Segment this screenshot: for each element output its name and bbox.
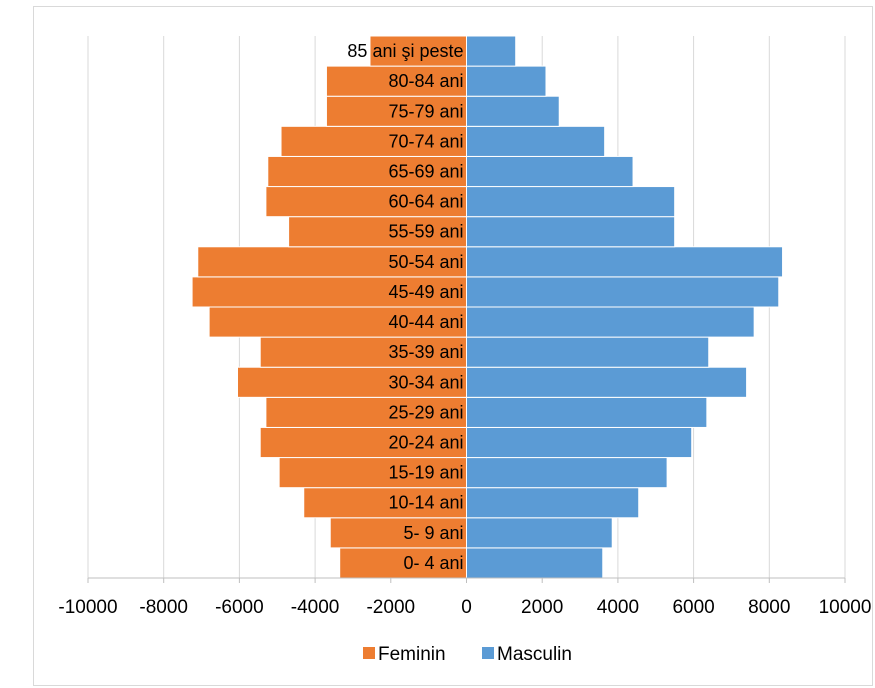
bar-masculin-13 [466, 155, 634, 188]
category-label: 65-69 ani [388, 162, 463, 182]
bar-masculin-2 [466, 487, 640, 519]
bar-masculin-15 [466, 95, 560, 127]
x-tick-label: 2000 [521, 597, 563, 618]
category-label: 75-79 ani [388, 101, 463, 121]
x-tick-label: -6000 [215, 597, 264, 618]
legend-swatch-masculin [482, 647, 494, 659]
x-tick-label: 4000 [597, 597, 639, 618]
bar-feminin-3 [278, 457, 467, 489]
bar-feminin-11 [288, 216, 468, 248]
category-label: 45-49 ani [388, 282, 463, 302]
category-label: 55-59 ani [388, 222, 463, 242]
bar-feminin-9 [191, 276, 467, 308]
bar-feminin-14 [280, 125, 467, 157]
bar-masculin-8 [466, 306, 755, 338]
category-label: 80-84 ani [388, 71, 463, 91]
category-label: 50-54 ani [388, 252, 463, 272]
x-tick-label: -8000 [139, 597, 188, 618]
x-tick-label: -4000 [291, 597, 340, 618]
legend-label-masculin: Masculin [497, 644, 572, 665]
category-label: 35-39 ani [388, 342, 463, 362]
bar-masculin-4 [466, 426, 693, 459]
bar-masculin-10 [466, 246, 784, 278]
category-labels: 0- 4 ani 5- 9 ani 10-14 ani 15-19 ani 20-24 … [347, 41, 463, 573]
bar-masculin-12 [466, 186, 676, 218]
x-tick-label: -10000 [58, 597, 117, 618]
x-tick-label: 0 [461, 597, 472, 618]
x-tick-label: -2000 [366, 597, 415, 618]
bar-masculin-6 [466, 366, 748, 398]
x-tick-label: 10000 [819, 597, 872, 618]
bar-masculin-3 [466, 457, 668, 489]
category-label: 60-64 ani [388, 192, 463, 212]
legend-label-feminin: Feminin [378, 644, 446, 665]
legend-swatch-feminin [363, 647, 375, 659]
category-label: 40-44 ani [388, 312, 463, 332]
x-axis: -10000 -8000 -6000 -4000 -2000 0 2000 4000 6000 8… [58, 577, 872, 618]
category-label: 0- 4 ani [403, 553, 463, 573]
legend: Feminin Masculin [363, 644, 572, 665]
bar-masculin-5 [466, 396, 708, 428]
bar-feminin-2 [303, 487, 467, 519]
bar-feminin-16 [325, 65, 467, 97]
category-label: 20-24 ani [388, 433, 463, 453]
category-label: 10-14 ani [388, 493, 463, 513]
bar-masculin-7 [466, 336, 710, 368]
bar-masculin-14 [466, 125, 606, 157]
category-label: 5- 9 ani [403, 523, 463, 543]
bar-masculin-16 [466, 65, 547, 97]
category-label: 15-19 ani [388, 463, 463, 483]
bar-feminin-7 [259, 336, 467, 368]
bar-masculin-0 [466, 547, 604, 579]
bar-masculin-9 [466, 276, 780, 308]
bar-feminin-13 [267, 155, 467, 188]
category-label: 30-34 ani [388, 372, 463, 392]
category-label: 25-29 ani [388, 402, 463, 422]
x-tick-label: 8000 [748, 597, 790, 618]
bar-feminin-8 [208, 306, 467, 338]
bar-masculin-11 [466, 216, 676, 248]
category-label: 85 ani şi peste [347, 41, 463, 61]
bars [191, 35, 784, 579]
bar-feminin-10 [197, 246, 467, 278]
bar-feminin-17 [369, 35, 468, 67]
bar-masculin-17 [466, 35, 517, 67]
x-tick-label: 6000 [672, 597, 714, 618]
bar-feminin-0 [339, 547, 468, 579]
bar-masculin-1 [466, 517, 613, 549]
category-label: 70-74 ani [388, 131, 463, 151]
